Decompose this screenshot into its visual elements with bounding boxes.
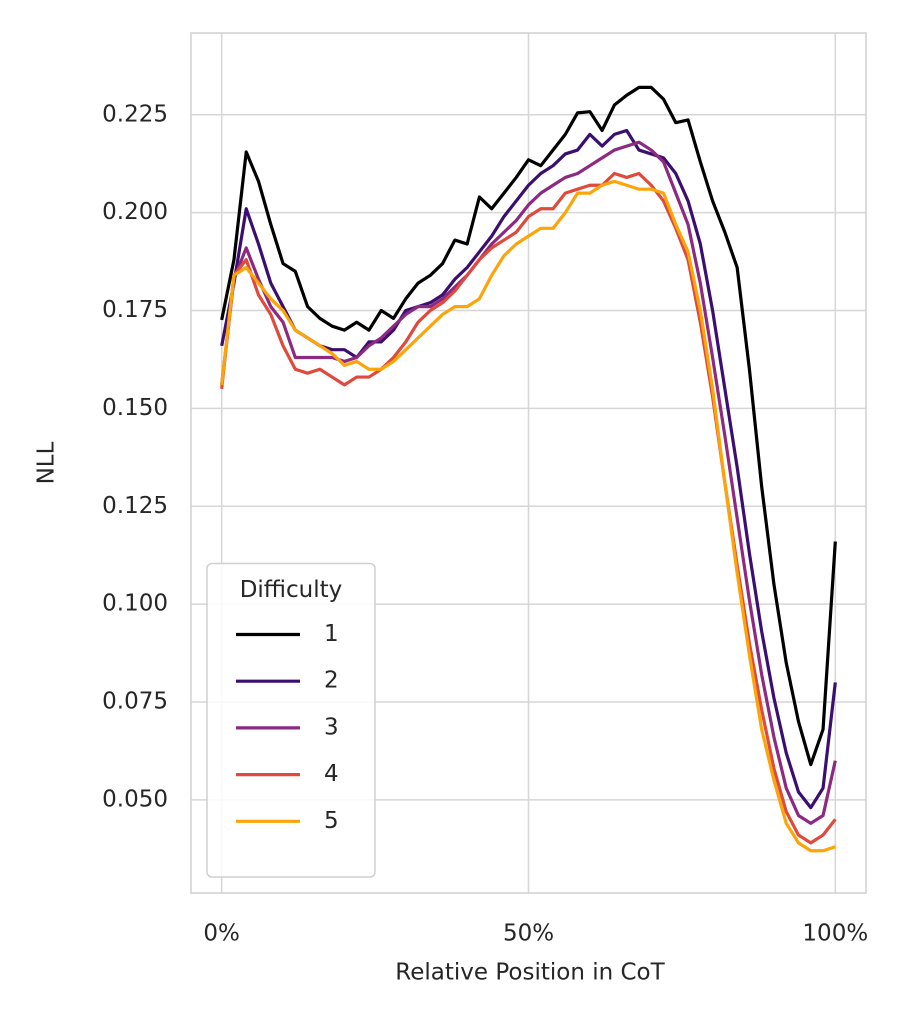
y-tick-label: 0.100: [102, 591, 168, 617]
x-axis-label: Relative Position in CoT: [395, 960, 665, 986]
x-tick-label: 50%: [503, 921, 554, 947]
legend-label: 2: [324, 668, 339, 694]
y-tick-label: 0.175: [102, 297, 168, 323]
plot-frame: [190, 32, 867, 894]
y-axis-label: NLL: [34, 441, 60, 484]
x-tick-label: 0%: [203, 921, 240, 947]
y-tick-label: 0.225: [102, 101, 168, 127]
x-tick-label: 100%: [802, 921, 868, 947]
series-line: [220, 179, 836, 853]
legend-label: 4: [324, 761, 339, 787]
legend-label: 5: [324, 808, 339, 834]
series-line: [220, 140, 837, 825]
series-line: [220, 85, 837, 767]
y-tick-label: 0.075: [102, 688, 168, 714]
legend-title: Difficulty: [240, 577, 343, 603]
y-tick-label: 0.125: [102, 493, 168, 519]
legend-label: 1: [324, 621, 339, 647]
y-tick-label: 0.150: [102, 395, 168, 421]
y-tick-label: 0.050: [102, 786, 168, 812]
legend-label: 3: [324, 714, 339, 740]
y-tick-label: 0.200: [102, 199, 168, 225]
legend-box: [206, 562, 376, 878]
